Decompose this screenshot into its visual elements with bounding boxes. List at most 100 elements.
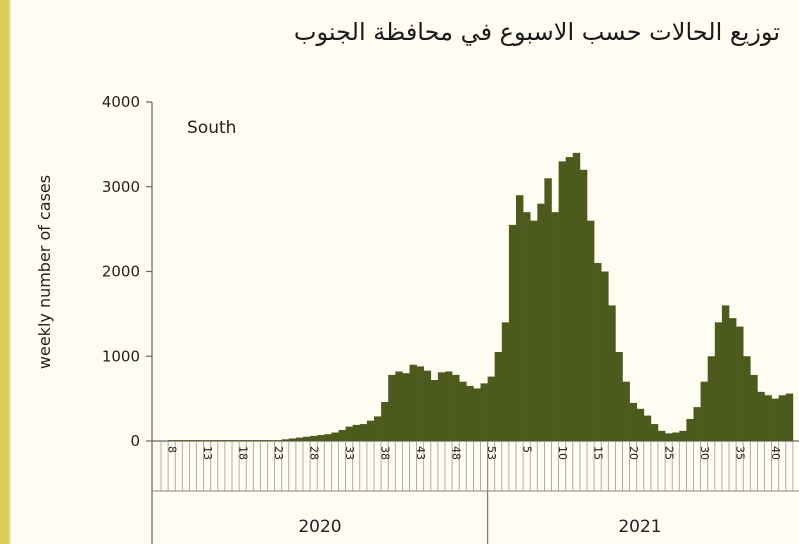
bar [551, 212, 559, 441]
bar [487, 376, 495, 441]
bar [572, 152, 581, 441]
bar [658, 430, 666, 441]
x-tick-label: 35 [734, 446, 747, 460]
year-label-2021: 2021 [618, 517, 661, 537]
bar [409, 364, 417, 441]
bar [480, 383, 488, 441]
bar [331, 432, 339, 441]
bar [693, 407, 701, 441]
bar [274, 440, 282, 441]
bar [303, 436, 311, 441]
axes [151, 102, 799, 544]
bar [402, 373, 410, 441]
bar [736, 326, 744, 441]
x-tick-label: 33 [343, 446, 356, 460]
bar [565, 157, 574, 441]
bar [516, 195, 524, 441]
bar [388, 374, 396, 441]
bar [445, 371, 453, 441]
bar [466, 385, 474, 441]
bar [239, 440, 247, 441]
bar [615, 352, 623, 441]
x-tick-label: 28 [308, 446, 321, 460]
bar [764, 395, 772, 441]
bar [594, 263, 602, 441]
x-tick-label: 30 [698, 446, 711, 460]
bar [636, 408, 645, 441]
left-frame-highlight [9, 0, 11, 544]
bar [700, 381, 708, 441]
left-frame-border [0, 0, 9, 544]
bar [729, 318, 737, 441]
bar [253, 440, 261, 441]
bar [246, 440, 254, 441]
x-tick-label: 15 [592, 446, 605, 460]
bar [416, 366, 424, 441]
bar [232, 440, 240, 441]
bar [381, 402, 389, 441]
bar [459, 381, 467, 441]
bar [359, 424, 368, 441]
bar [707, 356, 716, 441]
x-tick-label: 53 [485, 446, 498, 460]
bar [473, 388, 481, 441]
bar [288, 438, 297, 441]
x-tick-label: 18 [237, 446, 250, 460]
bar [530, 220, 538, 441]
bars [168, 152, 794, 442]
x-tick-label: 38 [379, 446, 392, 460]
year-label-2020: 2020 [298, 517, 341, 537]
bar [452, 374, 460, 441]
bar [743, 356, 751, 441]
bar [281, 439, 290, 441]
x-tick-label: 23 [272, 446, 285, 460]
bar [345, 426, 353, 441]
bar [175, 440, 183, 441]
bar [508, 224, 517, 441]
series-annotation: South [187, 118, 236, 138]
bar [622, 381, 630, 441]
bar [679, 430, 687, 441]
bar [224, 440, 233, 441]
bar [374, 416, 382, 441]
bar [757, 391, 765, 441]
bar [317, 435, 325, 441]
bar [168, 440, 176, 441]
bar [544, 178, 552, 441]
bar [196, 440, 204, 441]
bar [771, 398, 779, 442]
bar [608, 305, 616, 441]
bar [267, 440, 275, 441]
x-tick-label: 40 [769, 446, 782, 460]
bar [423, 370, 432, 441]
bar [324, 434, 332, 441]
y-tick-label: 1000 [102, 347, 140, 365]
bar [338, 429, 346, 441]
x-tick-label: 10 [556, 446, 569, 460]
x-tick-label: 43 [414, 446, 427, 460]
x-tick-label: 20 [627, 446, 640, 460]
y-tick-label: 2000 [102, 263, 140, 281]
bar [714, 322, 723, 441]
bar [721, 305, 730, 441]
bar [579, 169, 588, 442]
x-ticks: 8 13 18 23 28 33 38 43 48 53 5 10 15 20 25 30 35 40 [166, 446, 782, 460]
bar [665, 433, 673, 441]
bar [750, 374, 758, 441]
bar [558, 161, 566, 441]
bar [352, 424, 361, 441]
bar [523, 212, 531, 441]
bar [189, 440, 197, 441]
y-tick-label: 4000 [102, 93, 140, 111]
bar [366, 420, 375, 441]
x-tick-label: 25 [663, 446, 676, 460]
bar [587, 220, 595, 441]
bar [203, 440, 211, 441]
bar [537, 203, 545, 441]
bar [310, 435, 318, 441]
bar [395, 371, 403, 441]
chart-title: توزيع الحالات حسب الاسبوع في محافظة الجن… [293, 18, 780, 46]
bar [182, 440, 190, 441]
bar [501, 322, 510, 441]
